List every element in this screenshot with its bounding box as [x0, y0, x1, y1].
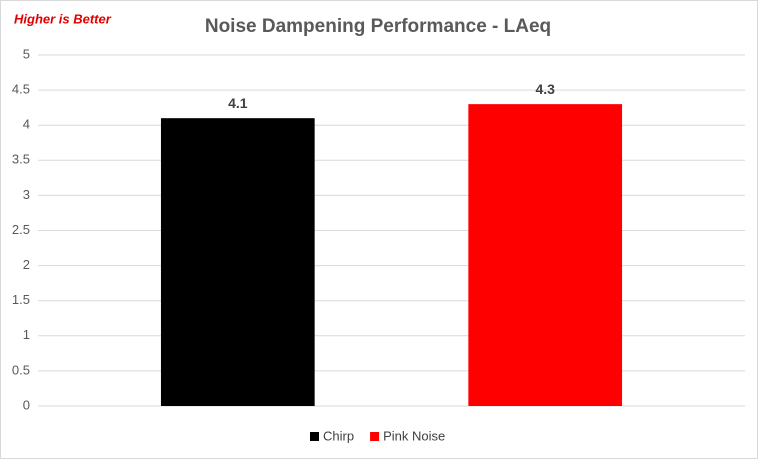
y-tick-label: 2 [23, 257, 30, 272]
y-tick-label: 0.5 [12, 362, 30, 377]
value-label: 4.3 [535, 81, 555, 97]
chart-title: Noise Dampening Performance - LAeq [205, 16, 551, 37]
y-tick-label: 3.5 [12, 152, 30, 167]
y-tick-label: 2.5 [12, 222, 30, 237]
y-tick-label: 1 [23, 327, 30, 342]
value-label: 4.1 [228, 95, 248, 111]
y-tick-label: 0 [23, 397, 30, 412]
y-tick-label: 3 [23, 187, 30, 202]
y-tick-label: 1.5 [12, 292, 30, 307]
bar [468, 104, 623, 406]
legend-swatch [370, 432, 380, 441]
annotation: Higher is Better [14, 11, 112, 26]
legend-label: Pink Noise [383, 428, 445, 443]
legend-label: Chirp [323, 428, 354, 443]
legend-swatch [310, 432, 319, 441]
y-tick-label: 5 [23, 46, 30, 61]
bar [160, 118, 315, 407]
y-tick-label: 4 [23, 117, 30, 132]
y-tick-label: 4.5 [12, 82, 30, 97]
